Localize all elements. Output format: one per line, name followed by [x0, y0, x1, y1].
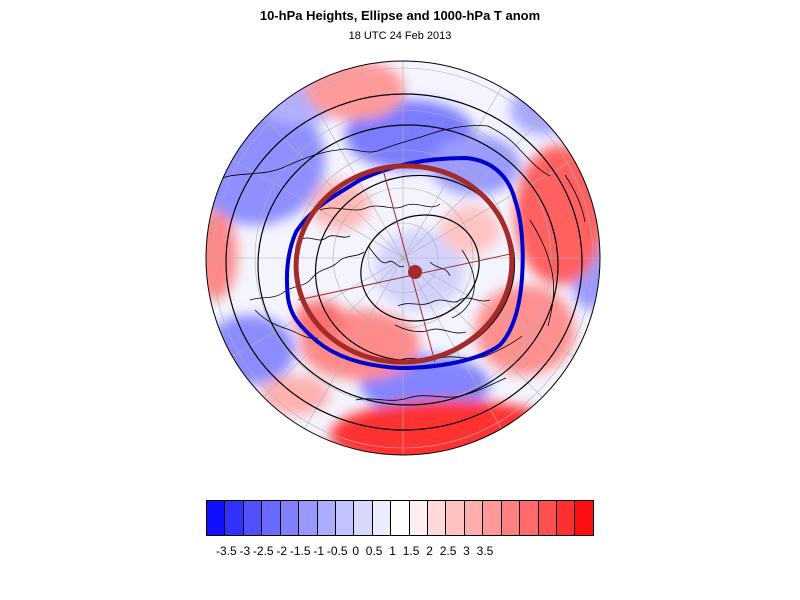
- colorbar-tick-label: 2.5: [439, 544, 457, 558]
- colorbar-swatch: [262, 501, 281, 535]
- coastlines: [221, 125, 586, 401]
- map-border: [205, 60, 601, 456]
- colorbar-swatch: [354, 501, 373, 535]
- colorbar-tick-label: -1: [313, 544, 325, 558]
- colorbar-swatch: [483, 501, 502, 535]
- temperature-anomaly-field: [206, 61, 600, 455]
- ellipse-axes: [297, 165, 516, 363]
- color-scale-labels: -3.5 -3 -2.5 -2 -1.5 -1 -0.5 0 0.5 1 1.5 2 2.5 3 3.5: [0, 544, 800, 560]
- colorbar-swatch: [391, 501, 410, 535]
- colorbar-tick-label: 1: [389, 544, 396, 558]
- colorbar-swatch: [372, 501, 392, 535]
- colorbar-swatch: [207, 501, 226, 535]
- map-subtitle: 18 UTC 24 Feb 2013: [348, 30, 452, 42]
- colorbar-tick-label: -2: [276, 544, 288, 558]
- colorbar-tick-label: -0.5: [326, 544, 348, 558]
- graticule: [206, 61, 600, 455]
- color-scale-bar: [206, 500, 594, 536]
- colorbar-swatch: [446, 501, 465, 535]
- colorbar-swatch: [520, 501, 539, 535]
- colorbar-tick-label: -2.5: [252, 544, 274, 558]
- fitted-ellipse: [293, 163, 515, 365]
- colorbar-swatch: [225, 501, 244, 535]
- colorbar-swatch: [409, 501, 429, 535]
- map-title: 10-hPa Heights, Ellipse and 1000-hPa T a…: [259, 8, 541, 23]
- colorbar-swatch: [335, 501, 355, 535]
- colorbar-swatch: [428, 501, 447, 535]
- colorbar-swatch: [299, 501, 318, 535]
- colorbar-swatch: [501, 501, 521, 535]
- colorbar-swatch: [575, 501, 593, 535]
- colorbar-tick-label: 3.5: [476, 544, 494, 558]
- colorbar-tick-label: 0: [352, 544, 359, 558]
- colorbar-tick-label: 2: [426, 544, 433, 558]
- ellipse-center-marker: [408, 265, 422, 279]
- colorbar-swatch: [464, 501, 484, 535]
- colorbar-tick-label: 0.5: [365, 544, 383, 558]
- colorbar-swatch: [243, 501, 263, 535]
- colorbar-tick-label: -3: [239, 544, 251, 558]
- height-contours: [225, 93, 583, 431]
- colorbar-swatch: [280, 501, 300, 535]
- colorbar-tick-label: 3: [463, 544, 470, 558]
- colorbar-tick-label: 1.5: [402, 544, 420, 558]
- colorbar-swatch: [538, 501, 558, 535]
- colorbar-tick-label: -3.5: [215, 544, 237, 558]
- colorbar-tick-label: -1.5: [289, 544, 311, 558]
- colorbar-swatch: [557, 501, 576, 535]
- colorbar-swatch: [317, 501, 336, 535]
